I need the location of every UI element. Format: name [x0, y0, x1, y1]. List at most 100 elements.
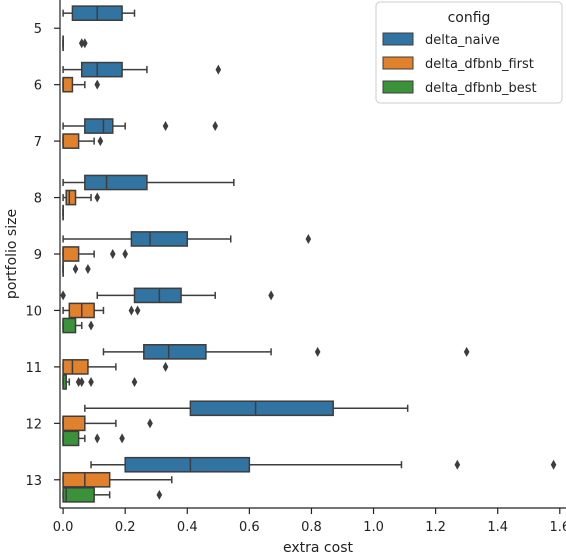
box-iqr — [62, 317, 77, 334]
outlier-point — [134, 305, 141, 316]
box-delta_naive-11 — [102, 344, 470, 360]
outlier-point — [97, 136, 104, 147]
box-delta_dfbnb_first-9 — [62, 246, 128, 262]
box-iqr — [62, 415, 86, 432]
y-tick-label: 7 — [34, 135, 42, 150]
box-delta_naive-6 — [62, 61, 222, 78]
legend-label: delta_dfbnb_first — [425, 57, 534, 72]
x-tick-label: 0.6 — [239, 520, 260, 535]
series-delta_naive — [60, 5, 557, 473]
box-iqr — [62, 133, 80, 149]
box-delta_naive-10 — [60, 287, 274, 304]
box-delta_dfbnb_best-10 — [62, 317, 94, 334]
legend-swatch — [382, 32, 414, 46]
x-tick-label: 1.6 — [549, 520, 566, 535]
box-iqr — [65, 189, 77, 206]
outlier-point — [454, 459, 461, 470]
x-tick-label: 1.0 — [363, 520, 384, 535]
outlier-point — [162, 121, 169, 132]
box-delta_dfbnb_best-9 — [62, 261, 91, 277]
box-iqr — [189, 400, 334, 417]
y-tick-label: 12 — [25, 417, 42, 432]
x-tick-label: 0.2 — [115, 520, 136, 535]
outlier-point — [314, 346, 321, 357]
y-tick-label: 11 — [25, 361, 42, 376]
outlier-point — [94, 433, 101, 444]
box-iqr — [124, 456, 251, 473]
x-tick-label: 1.2 — [425, 520, 446, 535]
outlier-point — [147, 418, 153, 429]
legend-label: delta_naive — [425, 33, 500, 48]
outlier-point — [78, 38, 85, 49]
box-iqr — [133, 287, 182, 304]
box-iqr — [80, 61, 123, 78]
outlier-point — [88, 320, 94, 331]
box-iqr — [62, 487, 95, 503]
outlier-point — [305, 233, 312, 244]
box-delta_naive-7 — [62, 118, 219, 134]
box-iqr — [62, 471, 111, 488]
box-iqr — [62, 76, 74, 93]
box-delta_naive-13 — [90, 456, 557, 473]
x-axis-label: extra cost — [283, 540, 353, 556]
boxes-layer — [60, 5, 557, 503]
box-delta_dfbnb_first-12 — [62, 415, 153, 432]
box-delta_dfbnb_first-6 — [62, 76, 101, 93]
box-iqr — [143, 344, 207, 360]
legend: config delta_naive delta_dfbnb_firstdelta… — [375, 1, 563, 104]
box-delta_naive-12 — [84, 400, 409, 417]
outlier-point — [131, 376, 138, 387]
outlier-point — [162, 361, 169, 372]
outlier-point — [128, 305, 135, 316]
series-delta_dfbnb_first — [62, 76, 173, 488]
series-delta_dfbnb_best — [62, 35, 163, 503]
box-iqr — [84, 118, 114, 134]
outlier-point — [156, 489, 163, 500]
y-tick-label: 5 — [34, 22, 42, 37]
box-delta_naive-8 — [62, 174, 235, 191]
box-delta_dfbnb_best-12 — [62, 430, 125, 447]
box-delta_dfbnb_first-10 — [62, 302, 141, 319]
outlier-point — [94, 192, 101, 203]
box-delta_dfbnb_best-5 — [62, 35, 88, 52]
legend-entry-delta_dfbnb_best: delta_dfbnb_best — [382, 80, 537, 96]
outlier-point — [85, 264, 91, 275]
y-tick-label: 8 — [34, 192, 42, 207]
box-delta_dfbnb_first-13 — [62, 471, 173, 488]
y-tick-label: 9 — [34, 248, 42, 263]
outlier-point — [78, 376, 85, 387]
legend-swatch — [382, 56, 414, 70]
box-iqr — [62, 246, 80, 262]
legend-title: config — [448, 10, 491, 26]
outlier-point — [215, 64, 222, 75]
outlier-point — [119, 433, 125, 444]
x-tick-label: 0.0 — [53, 520, 74, 535]
outlier-point — [268, 290, 274, 301]
outlier-point — [122, 249, 128, 259]
outlier-point — [109, 249, 116, 259]
box-delta_dfbnb_first-11 — [62, 359, 169, 375]
box-delta_naive-5 — [62, 5, 136, 21]
box-delta_dfbnb_best-13 — [62, 487, 163, 503]
x-tick-label: 0.8 — [301, 520, 322, 535]
outlier-point — [550, 459, 557, 470]
outlier-point — [463, 346, 470, 357]
outlier-point — [72, 264, 79, 275]
box-delta_naive-9 — [62, 231, 312, 247]
box-delta_dfbnb_first-8 — [62, 189, 101, 206]
legend-entry-delta_dfbnb_first: delta_dfbnb_first — [382, 56, 534, 72]
box-iqr — [62, 359, 89, 375]
box-iqr — [62, 430, 80, 447]
box-delta_dfbnb_best-11 — [62, 374, 138, 390]
legend-entry-delta_naive: delta_naive — [382, 32, 500, 48]
box-iqr — [84, 174, 148, 191]
y-axis-label: portfolio size — [4, 209, 20, 299]
legend-entries: delta_naive delta_dfbnb_first delta_dfbnb_… — [382, 32, 537, 96]
y-tick-label: 10 — [25, 304, 42, 319]
legend-frame — [375, 1, 563, 104]
outlier-point — [94, 79, 101, 90]
x-ticks: 0.0 0.2 0.4 0.6 0.8 1.0 1.2 1.4 1.6 — [53, 508, 566, 535]
outlier-point — [212, 121, 219, 132]
y-tick-label: 6 — [34, 79, 42, 94]
